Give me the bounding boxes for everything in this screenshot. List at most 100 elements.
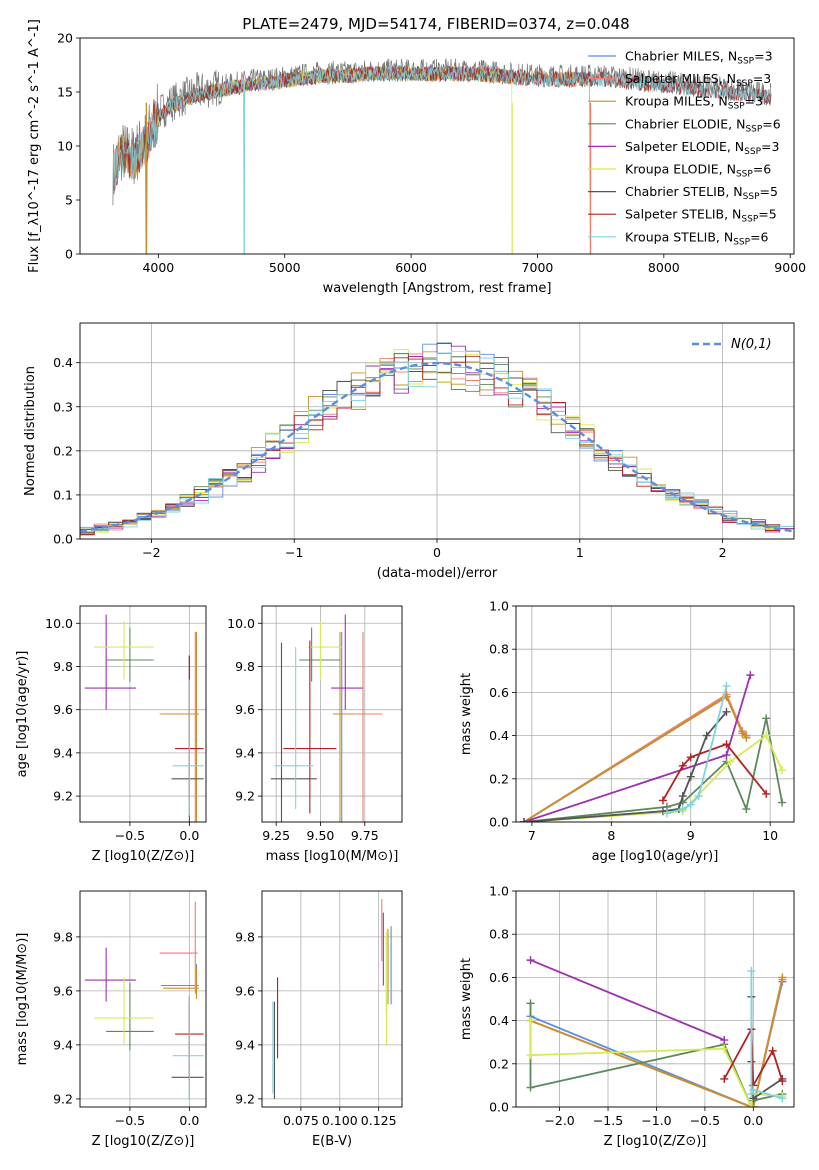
weight-vs-Z-ytick-label-0: 0.0 (489, 1100, 509, 1115)
weight-vs-age-frame (515, 605, 795, 823)
weight-vs-Z-marker-8-3 (778, 1094, 787, 1103)
weight-vs-age-ylabel: mass weight (459, 673, 474, 755)
spectrum-axes: 4000 5000 6000 7000 8000 9000 0 5 10 15 20 waveleng… (27, 19, 806, 296)
weight-vs-Z-ytick-label-5: 1.0 (489, 884, 509, 899)
mass-vs-EBV-ytick-label-0: 9.2 (235, 1091, 255, 1106)
spectrum-xtick-label-5: 9000 (774, 260, 806, 275)
weight-vs-age-marker-6-5 (702, 731, 711, 740)
mass-vs-EBV-ytick-label-3: 9.8 (235, 929, 255, 944)
weight-vs-Z-marker-4-0 (526, 956, 535, 965)
weight-vs-age-marker-2-2 (738, 729, 747, 738)
weight-vs-Z-marker-4-1 (720, 1036, 729, 1045)
spectrum-ytick-label-2: 10 (57, 139, 73, 154)
mass-vs-Z-ytick-label-1: 9.4 (53, 1037, 73, 1052)
weight-vs-Z-marker-8-1 (747, 1090, 756, 1099)
weight-vs-age-ytick-label-5: 1.0 (489, 599, 509, 614)
weight-vs-age-marker-8-1 (678, 805, 687, 814)
weight-vs-Z-line-8 (750, 970, 783, 1100)
weight-vs-Z-ytick-label-3: 0.6 (489, 970, 509, 985)
mass-vs-Z-xtick-label-1: 0.0 (179, 1113, 199, 1128)
mass-vs-Z-ytick-label-3: 9.8 (53, 929, 73, 944)
weight-vs-Z-frame (515, 890, 795, 1108)
weight-vs-Z-line-4 (530, 959, 725, 1041)
spectrum-model-kroupa-stelib (112, 65, 772, 254)
mass-vs-Z-axes: −0.5 0.0 9.2 9.4 9.6 9.8 Z [log10(Z/Z⊙)] mass [… (15, 891, 206, 1149)
legend-label-7: Salpeter STELIB, NSSP=5 (625, 207, 777, 225)
spectrum-ytick-label-4: 20 (57, 31, 73, 46)
weight-vs-age-ytick-label-2: 0.4 (489, 728, 509, 743)
weight-vs-age-marker-5-4 (778, 766, 787, 775)
residuals-ytick-label-3: 0.3 (53, 399, 73, 414)
weight-vs-age-xtick-label-1: 8 (607, 828, 615, 843)
mass-vs-Z-ytick-label-2: 9.6 (53, 983, 73, 998)
weight-vs-age-marker-3-6 (778, 798, 787, 807)
residuals-frame (79, 322, 795, 540)
mass-vs-Z-frame (79, 890, 207, 1108)
weight-vs-age-marker-5-3 (762, 731, 771, 740)
weight-vs-Z-marker-5-2 (720, 1044, 729, 1053)
residuals-ytick-label-0: 0.0 (53, 532, 73, 547)
weight-vs-age-marker-7-0 (658, 796, 667, 805)
weight-vs-age-ytick-label-3: 0.6 (489, 685, 509, 700)
residuals-ylabel: Normed distribution (23, 366, 38, 496)
weight-vs-Z-marker-6-2 (749, 1094, 758, 1103)
weight-vs-age-ytick-label-4: 0.8 (489, 642, 509, 657)
legend-label-3: Chabrier ELODIE, NSSP=6 (625, 116, 781, 134)
mass-vs-EBV-xtick-label-1: 0.100 (322, 1113, 358, 1128)
weight-vs-Z-marker-5-3 (747, 1103, 756, 1107)
weight-vs-age-marker-8-2 (686, 800, 695, 809)
weight-vs-age-marker-6-4 (686, 772, 695, 781)
spectrum-ylabel: Flux [f_λ10^-17 erg cm^-2 s^-1 A^-1] (27, 19, 42, 273)
age-vs-Z-frame (79, 605, 207, 823)
weight-vs-age-xtick-label-3: 10 (762, 828, 778, 843)
residuals-xtick-label-4: 2 (719, 545, 727, 560)
age-vs-mass-ytick-label-2: 9.6 (235, 702, 255, 717)
weight-vs-Z-xtick-label-4: 0.0 (743, 1113, 763, 1128)
mass-vs-EBV-ytick-label-2: 9.6 (235, 983, 255, 998)
age-vs-Z-ytick-label-3: 9.8 (53, 659, 73, 674)
weight-vs-Z-marker-5-0 (526, 1016, 535, 1025)
age-vs-Z-ytick-label-2: 9.6 (53, 702, 73, 717)
spectrum-xlabel: wavelength [Angstrom, rest frame] (323, 281, 552, 296)
legend-label-0: Chabrier MILES, NSSP=3 (625, 49, 773, 67)
age-vs-Z-ytick-label-1: 9.4 (53, 745, 73, 760)
weight-vs-age-xlabel: age [log10(age/yr)] (592, 849, 719, 864)
spectrum-plot (112, 58, 772, 254)
weight-vs-age-marker-4-2 (746, 671, 755, 680)
age-vs-mass-xlabel: mass [log10(M/M⊙)] (266, 849, 399, 864)
residuals-xtick-label-1: −1 (285, 545, 303, 560)
age-vs-Z-ytick-label-0: 9.2 (53, 789, 73, 804)
spectrum-frame (79, 37, 795, 255)
weight-vs-Z-ytick-label-4: 0.8 (489, 927, 509, 942)
spectrum-xtick-label-4: 8000 (648, 260, 680, 275)
weight-vs-Z-xtick-label-3: −0.5 (690, 1113, 720, 1128)
spectrum-data-line (112, 58, 772, 206)
mass-vs-Z-xlabel: Z [log10(Z/Z⊙)] (92, 1134, 195, 1149)
weight-vs-age-ytick-label-0: 0.0 (489, 815, 509, 830)
age-vs-Z-plot (84, 614, 204, 822)
age-vs-mass-xtick-label-0: 9.25 (262, 828, 290, 843)
mass-vs-EBV-plot (272, 899, 392, 1099)
spectrum-xtick-label-1: 5000 (269, 260, 301, 275)
age-vs-mass-ytick-label-0: 9.2 (235, 789, 255, 804)
weight-vs-age-marker-7-4 (762, 789, 771, 798)
weight-vs-Z-marker-2-3 (778, 973, 787, 982)
weight-vs-Z-plot (526, 956, 787, 1107)
weight-vs-Z-line-3 (529, 1003, 783, 1107)
weight-vs-age-marker-8-0 (662, 809, 671, 818)
weight-vs-age-ytick-label-1: 0.2 (489, 771, 509, 786)
legend-label-5: Kroupa ELODIE, NSSP=6 (625, 162, 771, 180)
mass-vs-Z-xtick-label-0: −0.5 (115, 1113, 145, 1128)
age-vs-Z-xtick-label-1: 0.0 (179, 828, 199, 843)
residuals-xlabel: (data-model)/error (377, 566, 498, 581)
age-vs-mass-xtick-label-2: 9.75 (351, 828, 379, 843)
age-vs-mass-frame (261, 605, 403, 823)
weight-vs-Z-marker-7-3 (768, 1046, 777, 1055)
weight-vs-Z-xtick-label-0: −2.0 (544, 1113, 574, 1128)
residuals-xtick-label-0: −2 (142, 545, 160, 560)
normal-curve (80, 361, 794, 533)
age-vs-Z-xtick-label-0: −0.5 (115, 828, 145, 843)
weight-vs-Z-marker-7-4 (778, 1077, 787, 1086)
spectrum-xtick-label-3: 7000 (522, 260, 554, 275)
weight-vs-age-marker-4-1 (722, 751, 731, 760)
